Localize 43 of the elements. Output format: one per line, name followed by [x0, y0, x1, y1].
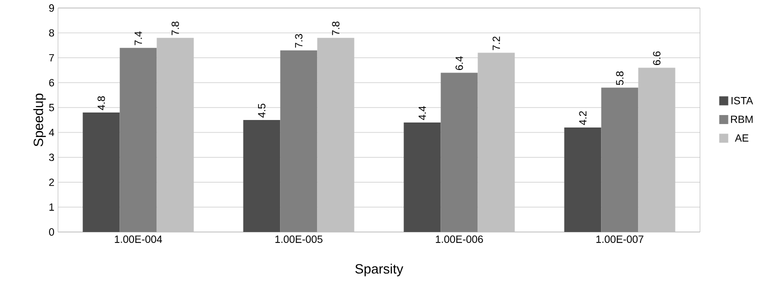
- y-tick-label: 2: [49, 178, 54, 186]
- y-tick-label: 4: [48, 128, 54, 136]
- bar: [440, 72, 478, 232]
- bar: [317, 38, 354, 232]
- data-label: 4.4: [418, 106, 426, 120]
- data-label: 7.8: [332, 22, 340, 36]
- x-tick-label: 1.00E-004: [114, 236, 162, 243]
- data-label: 6.4: [456, 56, 463, 70]
- bar: [601, 88, 638, 232]
- x-tick-label: 1.00E-006: [436, 236, 483, 243]
- data-label: 4.2: [579, 111, 586, 126]
- data-label: 7.8: [172, 22, 179, 36]
- bar: [564, 127, 602, 232]
- bar: [82, 112, 120, 232]
- y-tick-label: 9: [49, 4, 54, 12]
- data-label: 7.3: [295, 34, 302, 48]
- y-tick-label: 3: [49, 154, 54, 162]
- data-label: 4.8: [98, 96, 105, 110]
- x-tick-label: 1.00E-005: [275, 236, 322, 243]
- legend-label: RBM: [731, 116, 753, 123]
- data-label: 6.6: [653, 51, 660, 66]
- y-tick-label: 7: [49, 54, 54, 62]
- bar: [120, 48, 157, 232]
- x-tick-label: 1.00E-007: [596, 236, 644, 243]
- data-label: 4.5: [258, 104, 266, 118]
- y-tick-label: 5: [49, 104, 54, 112]
- bar: [156, 38, 194, 232]
- bar: [478, 52, 515, 232]
- y-axis-title: Speedup: [33, 94, 46, 146]
- x-axis-title: Sparsity: [355, 264, 404, 276]
- legend-label: AE: [734, 134, 748, 142]
- bar: [404, 122, 441, 232]
- bar: [243, 120, 280, 232]
- data-label: 7.2: [492, 36, 500, 50]
- y-tick-label: 1: [49, 204, 54, 211]
- bar: [638, 68, 676, 232]
- y-tick-label: 6: [49, 78, 54, 86]
- data-label: 7.4: [134, 31, 142, 46]
- y-tick-label: 8: [49, 29, 54, 37]
- legend-label: ISTA: [732, 96, 754, 104]
- bar: [280, 50, 318, 232]
- data-label: 5.8: [616, 71, 624, 86]
- y-tick-label: 0: [49, 228, 54, 236]
